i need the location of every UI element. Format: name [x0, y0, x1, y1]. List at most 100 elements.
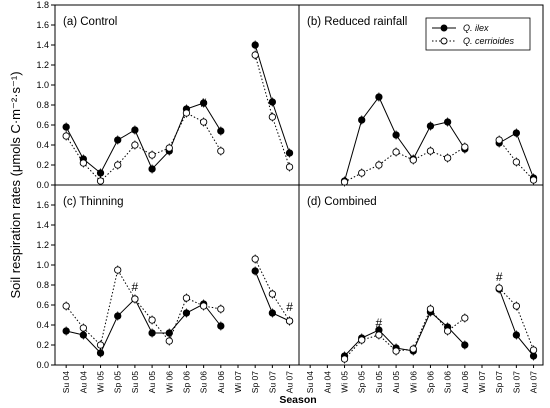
- legend-label: Q. cerrioides: [463, 36, 515, 46]
- data-point: [148, 165, 156, 173]
- x-tick-label: Su 06: [199, 371, 209, 393]
- x-tick-label: Au 07: [285, 371, 295, 393]
- legend-label: Q. ilex: [463, 23, 489, 33]
- y-tick-label: 0.6: [36, 300, 49, 310]
- data-point: [251, 267, 259, 275]
- y-tick-label: 1.2: [36, 240, 49, 250]
- data-point: [358, 116, 366, 124]
- data-point: [62, 132, 70, 140]
- data-point: [96, 349, 105, 357]
- y-tick-label: 0.0: [36, 360, 49, 370]
- data-point: [148, 329, 156, 337]
- data-point: [409, 156, 417, 164]
- series-line: [498, 288, 534, 357]
- x-tick-label: Au 04: [78, 371, 88, 393]
- data-point: [182, 309, 191, 317]
- y-tick-label: 1.2: [36, 60, 49, 70]
- data-point: [79, 159, 88, 167]
- x-tick-label: Wi 05: [96, 371, 106, 393]
- series-line: [66, 298, 222, 354]
- y-tick-label: 1.6: [36, 200, 49, 210]
- data-point: [182, 294, 191, 302]
- x-tick-label: Au 04: [322, 371, 332, 393]
- y-tick-label: 0.2: [36, 160, 49, 170]
- data-point: [79, 324, 88, 332]
- x-tick-label: Au 06: [216, 371, 226, 393]
- x-tick-label: Su 05: [374, 371, 384, 393]
- data-point: [285, 163, 294, 171]
- x-tick-label: Sp 05: [357, 371, 367, 393]
- data-point: [268, 98, 277, 106]
- data-point: [375, 161, 383, 169]
- panel-4: Su 04 Au 04 Wi 05 Sp 05 Su 05 Au 05 Wi 06 Sp 06…: [298, 184, 544, 393]
- panel-title: (d) Combined: [307, 196, 377, 208]
- data-point: [512, 129, 521, 137]
- x-tick-label: Wi 06: [408, 371, 418, 393]
- legend-box: [425, 17, 531, 51]
- data-point: [268, 309, 277, 317]
- legend-marker: [440, 24, 448, 32]
- significance-mark: #: [496, 270, 503, 284]
- data-point: [79, 331, 88, 339]
- y-tick-label: 0.4: [36, 320, 49, 330]
- data-point: [495, 136, 503, 144]
- x-tick-label: Au 05: [391, 371, 401, 393]
- data-point: [131, 295, 139, 303]
- y-tick-label: 0.8: [36, 280, 49, 290]
- data-point: [268, 290, 277, 298]
- y-tick-label: 1.0: [36, 260, 49, 270]
- data-point: [114, 136, 122, 144]
- data-point: [495, 284, 503, 292]
- x-tick-label: Sp 07: [250, 371, 260, 393]
- y-tick-label: 0.8: [36, 100, 49, 110]
- y-tick-label: 1.4: [36, 40, 49, 50]
- data-point: [358, 169, 366, 177]
- data-point: [62, 302, 70, 310]
- series-line: [344, 96, 466, 182]
- x-tick-label: Su 04: [305, 371, 315, 393]
- series-line: [65, 102, 222, 174]
- data-point: [392, 148, 400, 156]
- data-point: [199, 99, 208, 107]
- data-point: [217, 322, 225, 330]
- x-tick-label: Su 07: [267, 371, 277, 393]
- x-tick-label: Au 06: [460, 371, 470, 393]
- panel-frame: [54, 4, 300, 186]
- significance-mark: #: [200, 96, 207, 110]
- y-tick-label: 1.8: [36, 0, 49, 10]
- data-point: [409, 345, 417, 353]
- data-point: [426, 122, 435, 130]
- panel-frame: [54, 184, 300, 366]
- data-point: [461, 341, 469, 349]
- data-point: [392, 131, 400, 139]
- data-point: [165, 329, 173, 337]
- data-point: [268, 113, 277, 121]
- data-point: [461, 143, 469, 151]
- significance-mark: #: [132, 280, 139, 294]
- y-tick-label: 0.2: [36, 340, 49, 350]
- data-point: [114, 161, 122, 169]
- data-point: [512, 302, 521, 310]
- data-point: [251, 255, 259, 263]
- data-point: [131, 126, 139, 134]
- data-point: [512, 158, 521, 166]
- data-point: [512, 331, 521, 339]
- y-tick-label: 1.6: [36, 20, 49, 30]
- panel-title: (b) Reduced rainfall: [307, 16, 407, 28]
- panel-3: 0.0 0.2 0.4 0.6 0.8 1.0 1.2 1.4 1.6 Su 04 Au 04 Wi …: [36, 184, 300, 393]
- data-point: [461, 314, 469, 322]
- data-point: [62, 327, 70, 335]
- data-point: [131, 141, 139, 149]
- data-point: [529, 346, 538, 354]
- data-point: [217, 127, 225, 135]
- data-point: [96, 177, 105, 185]
- data-point: [96, 169, 105, 177]
- y-tick-label: 0.0: [36, 180, 49, 190]
- x-tick-label: Sp 07: [494, 371, 504, 393]
- data-point: [375, 331, 383, 339]
- x-axis-title: Season: [279, 394, 316, 406]
- data-point: [182, 109, 191, 117]
- panel-2: (b) Reduced rainfall Q. ilex Q. cerrioides: [298, 4, 544, 187]
